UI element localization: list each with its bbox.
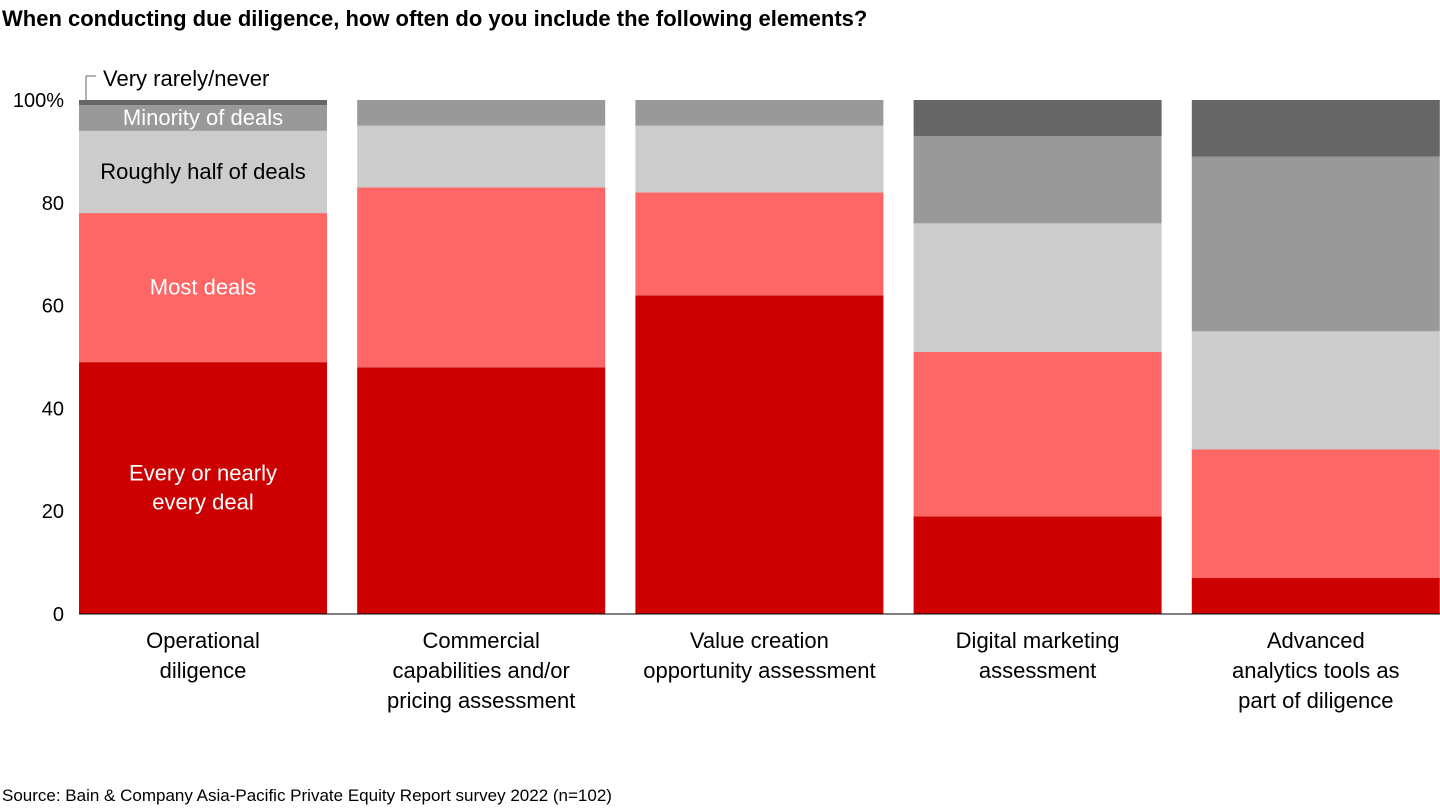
- series-label: Most deals: [150, 275, 256, 300]
- bar-segment: [635, 295, 884, 614]
- bar-segment: [913, 516, 1162, 614]
- series-label: Every or nearly: [129, 461, 277, 486]
- y-tick-label: 60: [42, 296, 64, 318]
- bar-segment: [357, 125, 606, 188]
- bar-segment: [1191, 331, 1440, 450]
- series-label: every deal: [152, 490, 254, 515]
- category-label: capabilities and/or: [393, 658, 570, 683]
- category-label: pricing assessment: [387, 688, 575, 713]
- bar-segment: [635, 100, 884, 126]
- category-label: Advanced: [1267, 628, 1365, 653]
- category-label: analytics tools as: [1232, 658, 1400, 683]
- bar-segment: [79, 100, 327, 106]
- category-label: Commercial: [423, 628, 540, 653]
- y-tick-label: 80: [42, 193, 64, 215]
- bar-segment: [79, 130, 327, 214]
- category-label: Operational: [146, 628, 260, 653]
- category-label: opportunity assessment: [643, 658, 875, 683]
- series-label: Minority of deals: [123, 105, 283, 130]
- y-tick-label: 100%: [13, 90, 64, 112]
- bar-segment: [357, 100, 606, 126]
- source-note: Source: Bain & Company Asia-Pacific Priv…: [2, 786, 612, 805]
- bar-segment: [913, 351, 1162, 517]
- category-label: diligence: [160, 658, 247, 683]
- bar-segment: [1191, 100, 1440, 157]
- bar-segment: [913, 223, 1162, 352]
- y-tick-label: 20: [42, 501, 64, 523]
- bar-segment: [913, 100, 1162, 136]
- bar-segment: [79, 105, 327, 131]
- series-label: Very rarely/never: [103, 66, 269, 91]
- bar-segment: [79, 213, 327, 363]
- bar-segment: [1191, 156, 1440, 332]
- chart-title: When conducting due diligence, how often…: [2, 6, 868, 31]
- bar-segment: [1191, 578, 1440, 614]
- bar-segment: [1191, 449, 1440, 579]
- bar-segment: [79, 362, 327, 614]
- y-tick-label: 40: [42, 398, 64, 420]
- bar-segment: [635, 125, 884, 193]
- y-tick-label: 0: [53, 604, 64, 626]
- bar-segment: [357, 187, 606, 368]
- category-label: Digital marketing: [956, 628, 1120, 653]
- category-label: assessment: [979, 658, 1096, 683]
- bar-segment: [635, 192, 884, 296]
- bar-segment: [913, 135, 1162, 224]
- category-label: part of diligence: [1238, 688, 1393, 713]
- series-label: Roughly half of deals: [100, 159, 305, 184]
- bar-segment: [357, 367, 606, 614]
- callout-leader-line: [85, 75, 96, 100]
- category-label: Value creation: [690, 628, 829, 653]
